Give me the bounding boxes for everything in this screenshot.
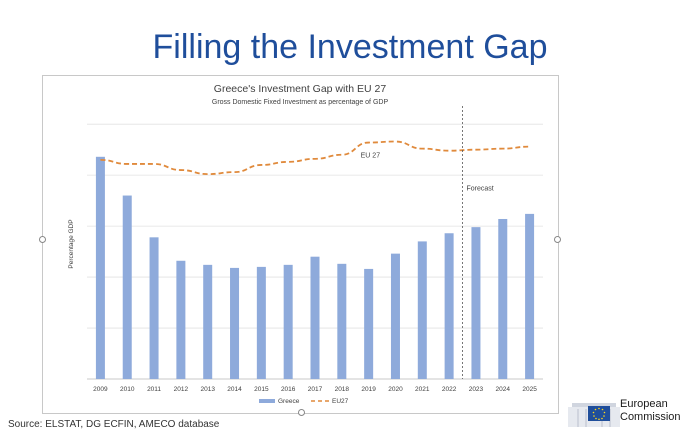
bar-greece-2021: [417, 241, 427, 379]
x-tick-label: 2021: [415, 386, 430, 393]
legend-greece-label: Greece: [278, 398, 300, 405]
bar-greece-2010: [122, 195, 132, 379]
y-axis-label: Percentage GDP: [68, 219, 75, 268]
x-tick-label: 2022: [442, 386, 457, 393]
x-tick-label: 2023: [469, 386, 484, 393]
line-eu27: [100, 140, 530, 176]
bar-greece-2018: [337, 263, 347, 379]
chart-title: Greece's Investment Gap with EU 27: [214, 83, 387, 95]
bar-greece-2014: [230, 267, 240, 379]
x-tick-label: 2017: [308, 386, 323, 393]
x-tick-label: 2016: [281, 386, 296, 393]
x-tick-label: 2015: [254, 386, 269, 393]
bar-greece-2017: [310, 256, 320, 379]
investment-gap-chart: Greece's Investment Gap with EU 27 Gross…: [68, 83, 543, 405]
eu-flag-icon: [588, 406, 610, 421]
resize-handle-left[interactable]: [39, 236, 46, 243]
x-tick-label: 2014: [227, 386, 242, 393]
bar-greece-2020: [390, 253, 400, 379]
legend-greece-swatch: [259, 399, 275, 403]
bar-greece-2025: [525, 213, 535, 379]
x-tick-label: 2010: [120, 386, 135, 393]
bar-greece-2015: [256, 266, 266, 379]
bar-greece-2019: [364, 268, 374, 379]
chart-subtitle: Gross Domestic Fixed Investment as perce…: [212, 99, 389, 106]
bar-greece-2023: [471, 227, 481, 379]
x-tick-labels: 2009 2010 2011 2012 2013 2014 2015 2016 2017 2018…: [93, 386, 537, 393]
x-tick-label: 2012: [174, 386, 189, 393]
slide-title: Filling the Investment Gap: [152, 28, 548, 66]
chart-legend: Greece EU27: [259, 398, 349, 405]
european-commission-logo: [568, 403, 620, 427]
bars-layer: [95, 156, 535, 379]
eu27-series-label: EU 27: [361, 153, 381, 160]
bar-greece-2011: [149, 237, 159, 379]
x-tick-label: 2024: [496, 386, 511, 393]
resize-handle-right[interactable]: [554, 236, 561, 243]
x-tick-label: 2018: [335, 386, 350, 393]
bar-greece-2022: [444, 233, 454, 379]
line-layer: [100, 140, 530, 176]
forecast-label: Forecast: [467, 185, 494, 192]
chart-frame[interactable]: Greece's Investment Gap with EU 27 Gross…: [39, 75, 561, 416]
bar-greece-2016: [283, 264, 293, 379]
source-note: Source: ELSTAT, DG ECFIN, AMECO database: [8, 419, 220, 430]
logo-line-1: European: [620, 398, 668, 410]
x-tick-label: 2011: [147, 386, 161, 393]
bar-greece-2012: [176, 260, 186, 379]
bar-greece-2013: [203, 264, 213, 379]
bar-greece-2009: [95, 156, 105, 379]
european-commission-wordmark: European Commission: [620, 398, 681, 424]
legend-eu27-label: EU27: [332, 398, 349, 405]
x-tick-label: 2013: [200, 386, 215, 393]
x-tick-label: 2009: [93, 386, 108, 393]
resize-handle-bottom[interactable]: [298, 409, 305, 416]
logo-line-2: Commission: [620, 411, 681, 423]
bar-greece-2024: [498, 218, 508, 379]
x-tick-label: 2020: [388, 386, 403, 393]
x-tick-label: 2019: [361, 386, 376, 393]
x-tick-label: 2025: [522, 386, 537, 393]
